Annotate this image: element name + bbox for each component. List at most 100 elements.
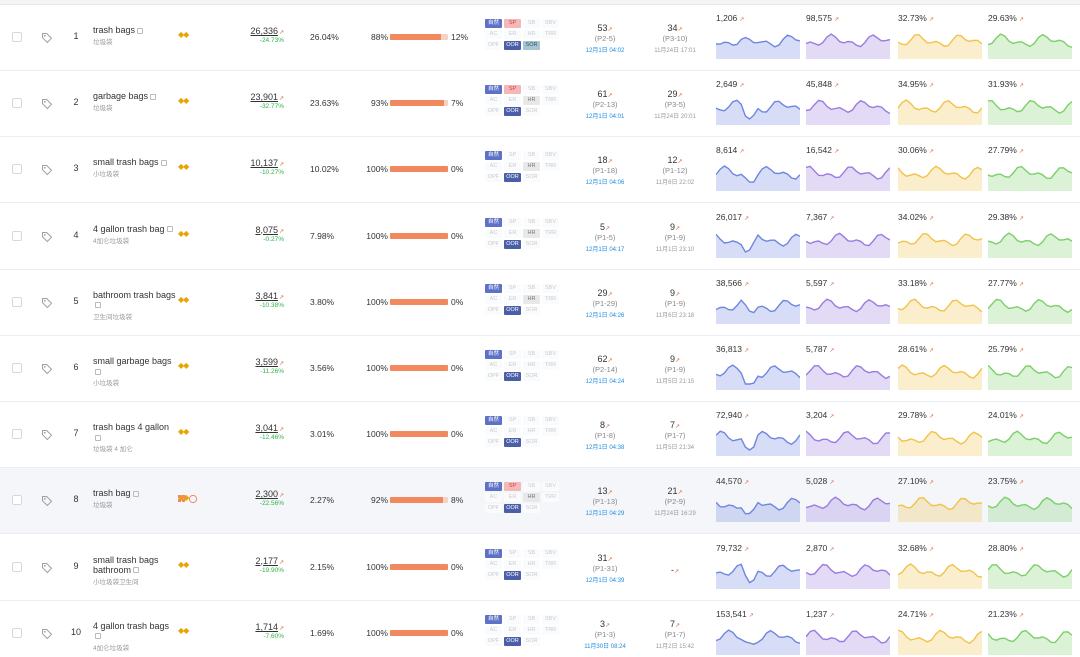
trend-arrow-icon[interactable]: ↗ xyxy=(674,358,681,364)
trend-arrow-icon[interactable]: ↗ xyxy=(928,348,934,354)
copy-icon[interactable] xyxy=(137,27,144,34)
keyword-text[interactable]: garbage bags xyxy=(93,91,177,101)
volume-value[interactable]: 23,901 xyxy=(250,92,278,103)
trend-arrow-icon[interactable]: ↗ xyxy=(674,225,681,232)
trend-arrow-icon[interactable]: ↗ xyxy=(744,215,750,222)
volume-value[interactable]: 10,137 xyxy=(250,158,278,169)
trend-arrow-icon[interactable]: ↗ xyxy=(1018,17,1024,23)
trend-arrow-icon[interactable]: ↗ xyxy=(928,546,934,553)
tag-icon[interactable] xyxy=(41,231,53,243)
trend-arrow-icon[interactable]: ↗ xyxy=(739,17,745,23)
tag-icon[interactable] xyxy=(41,98,53,110)
trend-arrow-icon[interactable]: ↗ xyxy=(278,30,284,36)
trend-arrow-icon[interactable]: ↗ xyxy=(674,622,681,629)
row-checkbox[interactable] xyxy=(12,561,22,572)
trend-arrow-icon[interactable]: ↗ xyxy=(928,17,934,23)
volume-value[interactable]: 2,177 xyxy=(255,555,278,566)
trend-arrow-icon[interactable]: ↗ xyxy=(607,93,613,100)
trend-arrow-icon[interactable]: ↗ xyxy=(928,414,934,421)
trend-arrow-icon[interactable]: ↗ xyxy=(677,93,683,100)
trend-arrow-icon[interactable]: ↗ xyxy=(278,427,284,434)
trend-arrow-icon[interactable]: ↗ xyxy=(1018,149,1024,156)
trend-arrow-icon[interactable]: ↗ xyxy=(744,281,750,288)
trend-arrow-icon[interactable]: ↗ xyxy=(744,480,750,487)
trend-arrow-icon[interactable]: ↗ xyxy=(739,83,745,90)
trend-arrow-icon[interactable]: ↗ xyxy=(928,215,934,222)
trend-arrow-icon[interactable]: ↗ xyxy=(928,281,934,288)
volume-value[interactable]: 8,075 xyxy=(255,224,278,235)
tag-icon[interactable] xyxy=(41,297,53,309)
trend-arrow-icon[interactable]: ↗ xyxy=(928,612,934,619)
trend-arrow-icon[interactable]: ↗ xyxy=(607,159,613,166)
trend-arrow-icon[interactable]: ↗ xyxy=(748,612,754,619)
keyword-text[interactable]: small garbage bags xyxy=(93,356,177,376)
tag-icon[interactable] xyxy=(41,495,53,507)
keyword-text[interactable]: small trash bags bathroom xyxy=(93,554,159,575)
volume-value[interactable]: 3,841 xyxy=(255,290,278,301)
row-checkbox[interactable] xyxy=(12,363,22,373)
trend-arrow-icon[interactable]: ↗ xyxy=(1018,612,1024,619)
trend-arrow-icon[interactable]: ↗ xyxy=(673,568,680,575)
trend-arrow-icon[interactable]: ↗ xyxy=(278,493,284,500)
volume-value[interactable]: 1,714 xyxy=(255,621,278,632)
trend-arrow-icon[interactable]: ↗ xyxy=(829,546,835,553)
copy-icon[interactable] xyxy=(95,368,101,375)
keyword-text[interactable]: trash bags 4 gallon xyxy=(93,422,177,442)
grid-icon[interactable] xyxy=(178,495,200,507)
trend-arrow-icon[interactable]: ↗ xyxy=(278,162,284,169)
trend-arrow-icon[interactable]: ↗ xyxy=(928,480,934,487)
volume-value[interactable]: 26,336 xyxy=(250,26,278,36)
keyword-text[interactable]: 4 gallon trash bag xyxy=(93,224,177,234)
trend-arrow-icon[interactable]: ↗ xyxy=(829,480,835,487)
row-checkbox[interactable] xyxy=(12,429,22,440)
tag-icon[interactable] xyxy=(41,32,53,44)
keyword-text[interactable]: small trash bags xyxy=(93,157,177,167)
trend-arrow-icon[interactable]: ↗ xyxy=(677,27,683,33)
row-checkbox[interactable] xyxy=(12,164,22,175)
trend-arrow-icon[interactable]: ↗ xyxy=(677,159,683,166)
trend-arrow-icon[interactable]: ↗ xyxy=(607,556,613,563)
trend-arrow-icon[interactable]: ↗ xyxy=(604,225,611,232)
trend-arrow-icon[interactable]: ↗ xyxy=(834,83,840,90)
trend-arrow-icon[interactable]: ↗ xyxy=(1018,215,1024,222)
keyword-text[interactable]: bathroom trash bags xyxy=(93,290,177,310)
trend-arrow-icon[interactable]: ↗ xyxy=(607,291,613,298)
copy-icon[interactable] xyxy=(160,160,167,167)
tag-icon[interactable] xyxy=(41,628,53,640)
trend-arrow-icon[interactable]: ↗ xyxy=(744,348,750,354)
trend-arrow-icon[interactable]: ↗ xyxy=(928,83,934,90)
copy-icon[interactable] xyxy=(95,633,101,640)
row-checkbox[interactable] xyxy=(12,32,22,42)
row-checkbox[interactable] xyxy=(12,230,22,241)
trend-arrow-icon[interactable]: ↗ xyxy=(739,149,745,156)
trend-arrow-icon[interactable]: ↗ xyxy=(278,294,284,301)
volume-value[interactable]: 2,300 xyxy=(255,489,278,500)
copy-icon[interactable] xyxy=(132,491,139,498)
trend-arrow-icon[interactable]: ↗ xyxy=(1018,414,1024,421)
trend-arrow-icon[interactable]: ↗ xyxy=(744,414,750,421)
trend-arrow-icon[interactable]: ↗ xyxy=(604,424,611,431)
tag-icon[interactable] xyxy=(41,429,53,441)
trend-arrow-icon[interactable]: ↗ xyxy=(278,559,284,566)
trend-arrow-icon[interactable]: ↗ xyxy=(674,424,681,431)
trend-arrow-icon[interactable]: ↗ xyxy=(1018,480,1024,487)
trend-arrow-icon[interactable]: ↗ xyxy=(607,490,613,497)
row-checkbox[interactable] xyxy=(12,627,22,638)
copy-icon[interactable] xyxy=(166,226,173,233)
keyword-text[interactable]: 4 gallon trash bags xyxy=(93,621,177,641)
trend-arrow-icon[interactable]: ↗ xyxy=(928,149,934,156)
volume-value[interactable]: 3,041 xyxy=(255,423,278,434)
copy-icon[interactable] xyxy=(95,302,101,309)
trend-arrow-icon[interactable]: ↗ xyxy=(607,27,613,33)
copy-icon[interactable] xyxy=(150,93,157,100)
copy-icon[interactable] xyxy=(95,434,101,441)
trend-arrow-icon[interactable]: ↗ xyxy=(829,215,835,222)
row-checkbox[interactable] xyxy=(12,98,22,109)
trend-arrow-icon[interactable]: ↗ xyxy=(1018,348,1024,354)
trend-arrow-icon[interactable]: ↗ xyxy=(834,17,840,23)
trend-arrow-icon[interactable]: ↗ xyxy=(829,281,835,288)
trend-arrow-icon[interactable]: ↗ xyxy=(1018,83,1024,90)
trend-arrow-icon[interactable]: ↗ xyxy=(829,414,835,421)
trend-arrow-icon[interactable]: ↗ xyxy=(1018,546,1024,553)
trend-arrow-icon[interactable]: ↗ xyxy=(834,149,840,156)
